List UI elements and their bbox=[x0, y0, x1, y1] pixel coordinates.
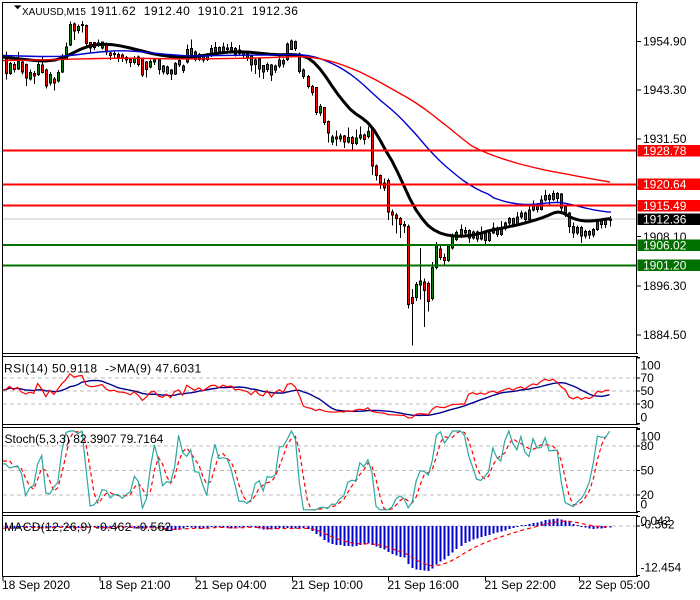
svg-text:18 Sep 2020: 18 Sep 2020 bbox=[2, 578, 70, 592]
svg-text:70: 70 bbox=[641, 371, 655, 385]
svg-text:1920.64: 1920.64 bbox=[643, 178, 687, 192]
svg-text:30: 30 bbox=[641, 397, 655, 411]
svg-text:1884.50: 1884.50 bbox=[643, 328, 687, 342]
svg-text:1906.02: 1906.02 bbox=[643, 238, 687, 252]
svg-text:100: 100 bbox=[641, 359, 661, 373]
svg-text:22 Sep 05:00: 22 Sep 05:00 bbox=[579, 578, 651, 592]
svg-text:20: 20 bbox=[641, 488, 655, 502]
svg-text:21 Sep 22:00: 21 Sep 22:00 bbox=[485, 578, 557, 592]
svg-text:50: 50 bbox=[641, 464, 655, 478]
svg-text:-0.562: -0.562 bbox=[641, 518, 675, 532]
svg-text:1943.30: 1943.30 bbox=[643, 83, 687, 97]
svg-text:0.042: 0.042 bbox=[641, 514, 671, 528]
svg-text:18 Sep 21:00: 18 Sep 21:00 bbox=[99, 578, 171, 592]
svg-text:XAUUSD,M15: XAUUSD,M15 bbox=[22, 7, 86, 18]
svg-text:1954.90: 1954.90 bbox=[643, 35, 687, 49]
svg-text:21 Sep 04:00: 21 Sep 04:00 bbox=[195, 578, 267, 592]
svg-text:Stoch(5,3,3) 82.3907 79.7164: Stoch(5,3,3) 82.3907 79.7164 bbox=[5, 432, 164, 446]
svg-text:1928.78: 1928.78 bbox=[643, 144, 687, 158]
svg-text:0: 0 bbox=[641, 410, 648, 424]
svg-text:100: 100 bbox=[641, 430, 661, 444]
svg-text:1896.30: 1896.30 bbox=[643, 279, 687, 293]
svg-text:0: 0 bbox=[641, 498, 648, 512]
svg-text:-12.454: -12.454 bbox=[641, 561, 682, 575]
svg-text:1901.20: 1901.20 bbox=[643, 259, 687, 273]
svg-text:50: 50 bbox=[641, 384, 655, 398]
svg-text:1911.62 1912.40 1910.21 191: 1911.62 1912.40 1910.21 1912.36 bbox=[91, 4, 299, 18]
svg-text:RSI(14) 50.9118 ->MA(9) 47.60: RSI(14) 50.9118 ->MA(9) 47.6031 bbox=[4, 362, 202, 376]
svg-text:1912.36: 1912.36 bbox=[643, 213, 687, 227]
svg-text:21 Sep 10:00: 21 Sep 10:00 bbox=[292, 578, 364, 592]
svg-text:1915.49: 1915.49 bbox=[643, 199, 687, 213]
svg-text:MACD(12,26,9) -0.462 -0.562: MACD(12,26,9) -0.462 -0.562 bbox=[4, 520, 172, 534]
svg-text:1931.50: 1931.50 bbox=[643, 132, 687, 146]
svg-text:80: 80 bbox=[641, 439, 655, 453]
svg-text:21 Sep 16:00: 21 Sep 16:00 bbox=[388, 578, 460, 592]
